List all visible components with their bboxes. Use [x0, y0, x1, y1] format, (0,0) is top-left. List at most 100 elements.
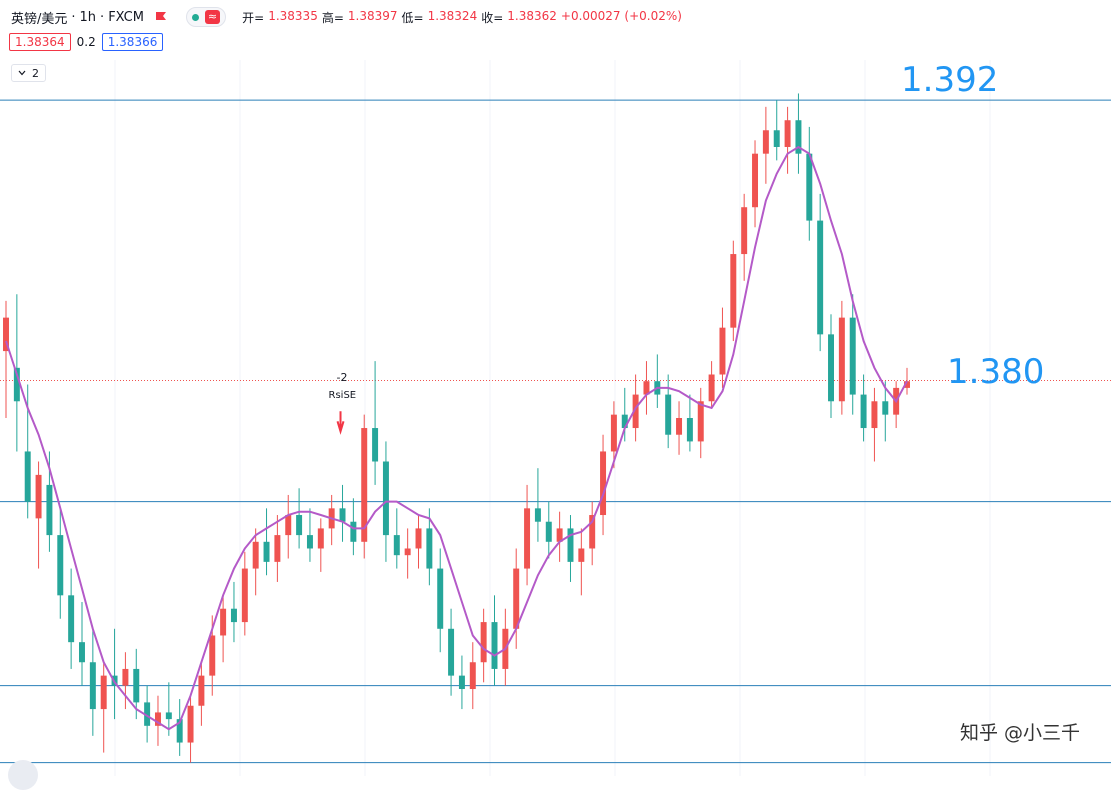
- candle-body: [144, 702, 151, 726]
- candle-body: [306, 535, 313, 549]
- moving-average-line: [5, 145, 908, 731]
- high-value: 1.38397: [347, 8, 398, 23]
- candle-body: [578, 548, 585, 562]
- candle-body: [545, 521, 552, 542]
- buy-button[interactable]: 1.38366: [101, 33, 164, 51]
- candle-body: [382, 461, 389, 536]
- candle-body: [339, 508, 346, 522]
- candle-body: [13, 367, 20, 402]
- candle-body: [643, 381, 650, 395]
- candle-body: [154, 712, 161, 726]
- level-label-1380: 1.380: [947, 352, 1045, 392]
- strategy-signal-count: -2: [337, 371, 348, 384]
- candle-body: [3, 317, 9, 352]
- candle-body: [686, 418, 693, 442]
- candle-body: [372, 428, 379, 462]
- candle-body: [697, 401, 704, 442]
- candle-body: [230, 608, 237, 623]
- close-value: 1.38362: [507, 8, 557, 23]
- candle-body: [882, 401, 889, 415]
- candle-body: [741, 207, 748, 255]
- candle-body: [784, 120, 791, 147]
- approx-icon: ≈: [204, 10, 221, 24]
- candle-body: [708, 374, 715, 402]
- candle-body: [513, 568, 520, 629]
- chevron-down-icon: [18, 70, 26, 76]
- sell-button[interactable]: 1.38364: [9, 33, 71, 51]
- candle-body: [610, 414, 617, 452]
- change-value: +0.00027 (+0.02%): [560, 8, 682, 23]
- candle-body: [57, 535, 64, 596]
- candle-body: [762, 130, 769, 154]
- sell-arrow-icon: [336, 411, 345, 435]
- candle-body: [89, 662, 96, 710]
- candle-body: [871, 401, 878, 429]
- market-status[interactable]: ≈: [185, 7, 227, 27]
- candle-body: [806, 153, 813, 221]
- candle-body: [122, 668, 129, 686]
- separator-dot: ·: [100, 9, 105, 25]
- candle-body: [24, 451, 31, 502]
- candle-body: [567, 528, 574, 562]
- low-label: 低=: [401, 10, 424, 25]
- open-label: 开=: [242, 10, 265, 25]
- candle-body: [676, 418, 683, 435]
- candle-body: [350, 521, 357, 542]
- candle-body: [904, 381, 910, 388]
- candle-body: [100, 675, 107, 710]
- candle-body: [176, 719, 183, 743]
- candle-body: [68, 595, 75, 643]
- open-value: 1.38335: [268, 8, 318, 23]
- candle-body: [556, 528, 563, 542]
- candle-body: [296, 515, 303, 536]
- candle-body: [534, 508, 541, 522]
- candle-body: [828, 334, 834, 402]
- candle-body: [469, 662, 476, 690]
- interval-label[interactable]: 1h: [79, 9, 97, 25]
- candle-body: [79, 642, 85, 663]
- candle-body: [795, 120, 802, 154]
- indicators-toggle-button[interactable]: 2: [11, 64, 46, 82]
- candle-body: [263, 541, 270, 562]
- candle-body: [415, 528, 422, 549]
- close-label: 收=: [481, 10, 504, 25]
- flag-icon[interactable]: [154, 11, 168, 23]
- candle-body: [187, 705, 194, 743]
- candle-body: [665, 394, 672, 435]
- exchange-label: FXCM: [108, 9, 144, 25]
- candle-body: [491, 622, 498, 669]
- candle-body: [404, 548, 411, 556]
- candle-body: [285, 515, 292, 536]
- symbol-name[interactable]: 英镑/美元: [11, 11, 68, 27]
- candle-body: [817, 220, 824, 335]
- candle-body: [458, 675, 465, 690]
- watermark-text: 知乎 @小三千: [960, 722, 1081, 744]
- strategy-signal-label: RsiSE: [329, 390, 357, 401]
- bid-ask-row: 1.38364 0.2 1.38366: [9, 33, 164, 51]
- market-open-dot-icon: [191, 13, 199, 21]
- candle-body: [838, 317, 845, 402]
- candle-body: [198, 675, 205, 706]
- candle-body: [621, 414, 628, 429]
- level-label-1392: 1.392: [901, 60, 999, 100]
- candle-body: [480, 622, 487, 663]
- candle-body: [165, 712, 172, 720]
- user-avatar-icon[interactable]: [8, 760, 38, 790]
- candle-body: [448, 628, 455, 676]
- separator-dot: ·: [71, 9, 76, 25]
- candle-body: [35, 474, 42, 519]
- candle-body: [361, 428, 368, 542]
- candle-body: [589, 515, 596, 549]
- high-label: 高=: [321, 10, 344, 25]
- candle-body: [133, 668, 140, 703]
- watermark: 知乎 @小三千: [960, 718, 1080, 745]
- candle-body: [730, 254, 737, 328]
- low-value: 1.38324: [427, 8, 478, 23]
- candle-body: [600, 451, 607, 516]
- candle-body: [317, 528, 324, 549]
- candle-body: [719, 327, 726, 375]
- candle-body: [849, 317, 856, 395]
- candle-body: [393, 535, 400, 556]
- candle-body: [773, 130, 780, 147]
